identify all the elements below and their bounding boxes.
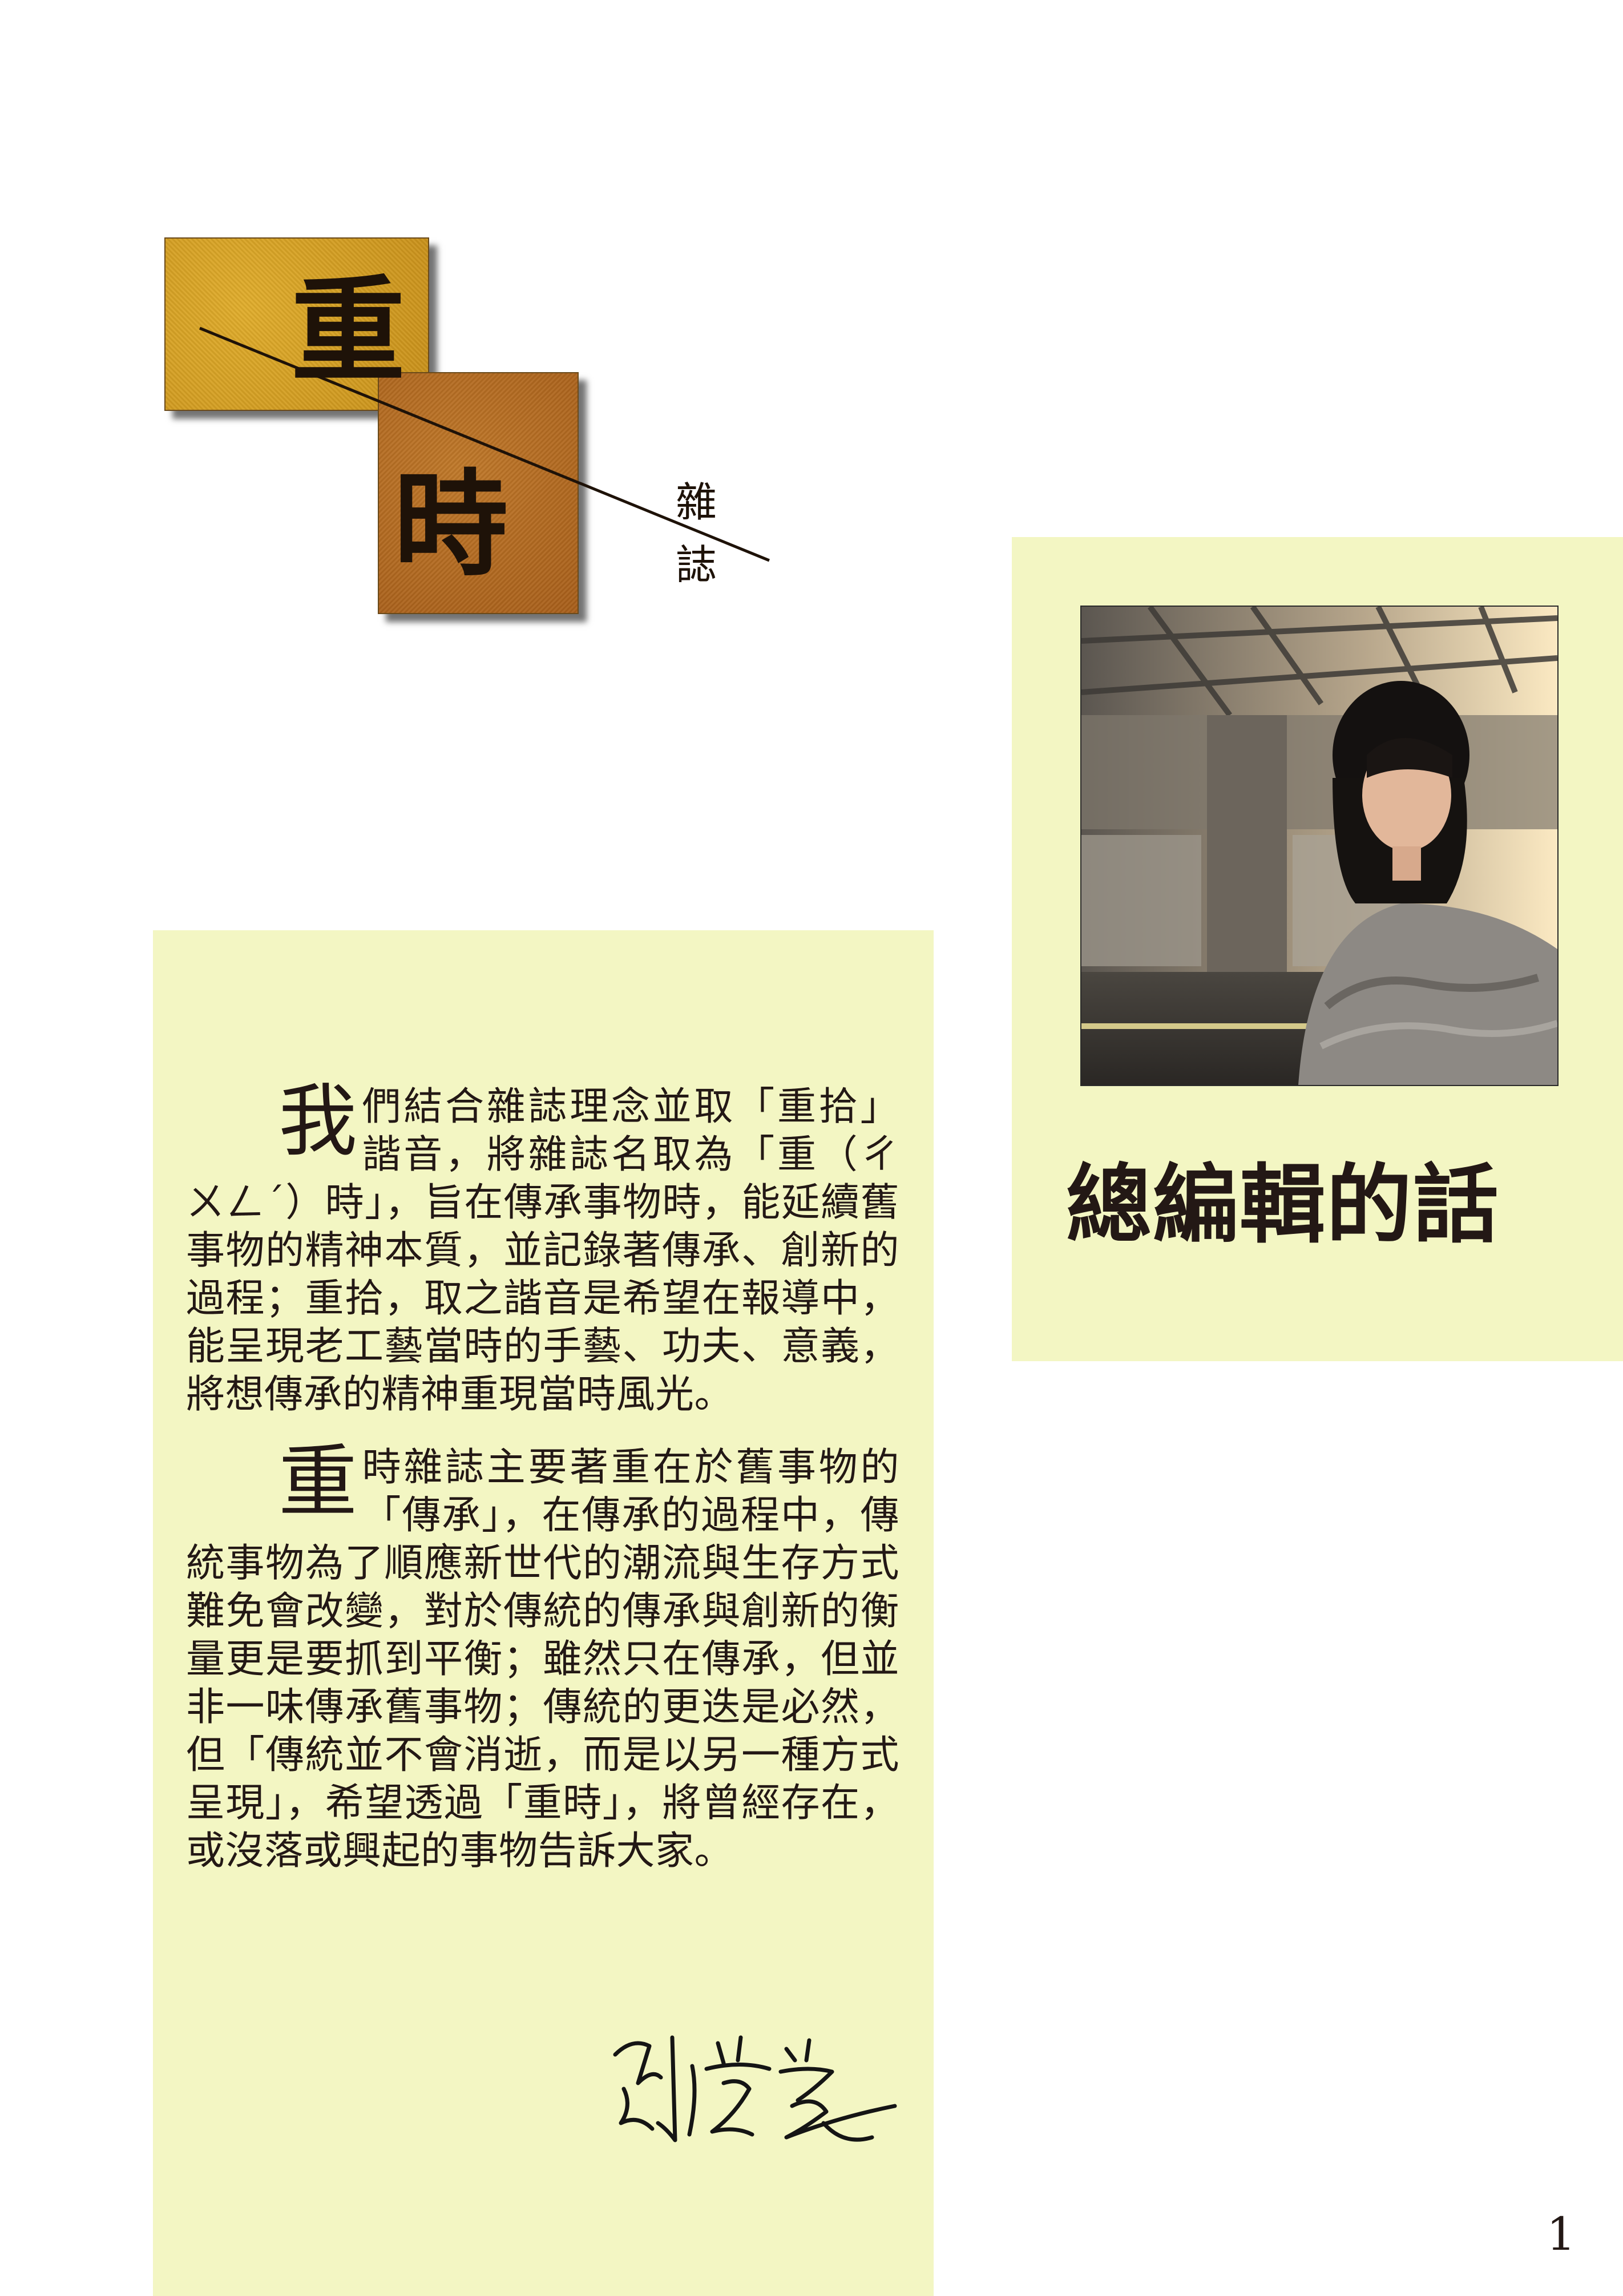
magazine-logo: 重 時 雜 誌 — [160, 234, 788, 633]
paragraph-2-text: 時雜誌主要著重在於舊事物的「傳承」，在傳承的過程中，傳統事物為了順應新世代的潮流… — [186, 1445, 899, 1874]
logo-diagonal-line — [199, 326, 770, 562]
logo-tile-brown — [378, 372, 579, 614]
logo-title-char-2: 時 — [394, 458, 508, 592]
editor-profile-panel: 總編輯的話 — [1012, 537, 1623, 1361]
editor-signature — [613, 2035, 897, 2142]
dropcap-2: 重 — [278, 1436, 358, 1528]
editor-note-text-panel: 我們結合雜誌理念並取「重拾」諧音，將雜誌名取為「重（ㄔㄨㄥˊ）時」，旨在傳承事物… — [153, 930, 934, 2296]
page-title: 總編輯的話 — [1065, 1155, 1500, 1255]
logo-subtitle-char-1: 雜 — [675, 478, 717, 526]
logo-subtitle: 雜 誌 — [671, 471, 722, 596]
paragraph-1-text: 們結合雜誌理念並取「重拾」諧音，將雜誌名取為「重（ㄔㄨㄥˊ）時」，旨在傳承事物時… — [186, 1084, 899, 1417]
editor-note-paragraph-1: 我們結合雜誌理念並取「重拾」諧音，將雜誌名取為「重（ㄔㄨㄥˊ）時」，旨在傳承事物… — [186, 1079, 899, 1419]
logo-subtitle-char-2: 誌 — [675, 541, 717, 589]
portrait-photo-drawing — [1081, 607, 1557, 1085]
page-number: 1 — [1547, 2208, 1576, 2261]
logo-title-char-1: 重 — [291, 264, 406, 398]
dropcap-1: 我 — [278, 1075, 358, 1167]
portrait-photo-icon — [1080, 606, 1559, 1086]
editor-note-paragraph-2: 重時雜誌主要著重在於舊事物的「傳承」，在傳承的過程中，傳統事物為了順應新世代的潮… — [186, 1439, 899, 1875]
